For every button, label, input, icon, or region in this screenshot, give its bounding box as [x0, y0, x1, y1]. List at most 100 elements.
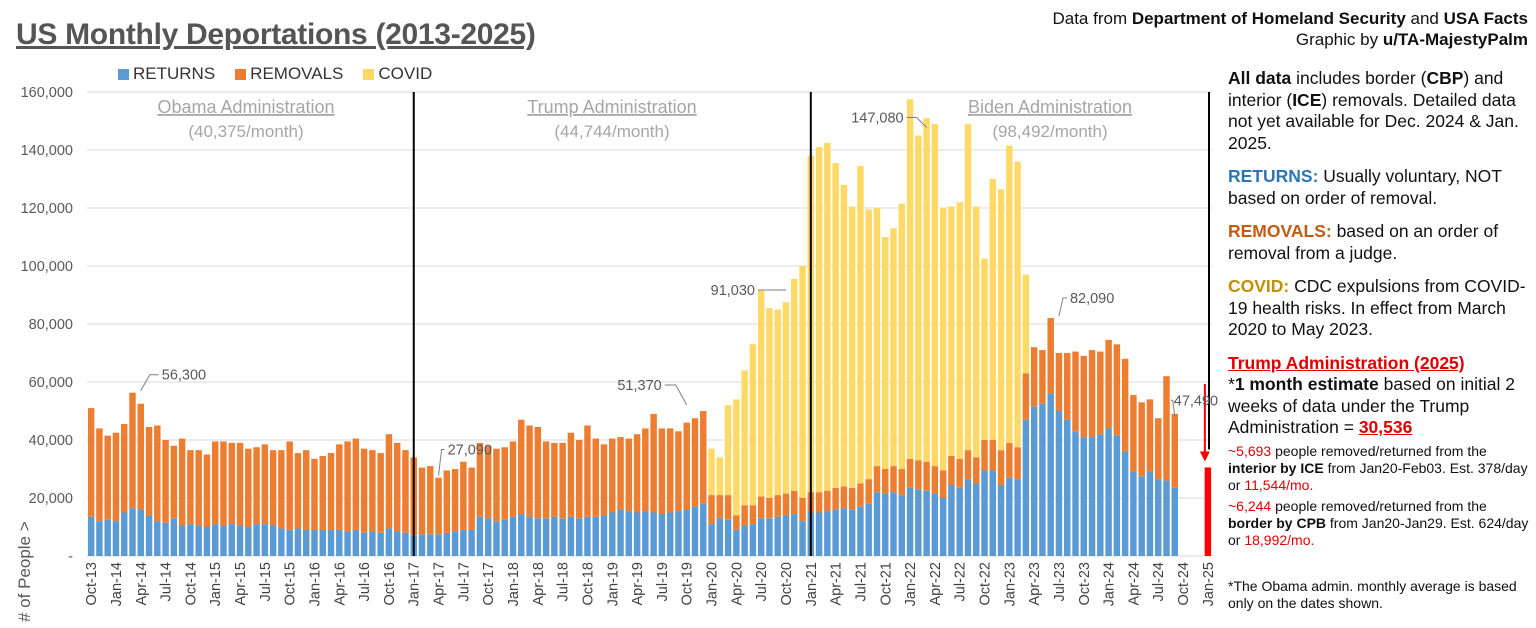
bar-removals	[460, 461, 467, 530]
annotation-label: 147,080	[851, 110, 903, 126]
bar-returns	[815, 512, 823, 556]
bar-removals	[286, 441, 293, 530]
bar-removals	[253, 447, 260, 525]
x-tick-label: Oct-24	[1176, 562, 1192, 606]
bar-returns	[551, 516, 558, 556]
bar-removals	[1105, 339, 1112, 429]
bar-removals	[96, 428, 103, 522]
bar-returns	[286, 529, 293, 556]
bar-covid	[741, 370, 748, 506]
bar-returns	[327, 529, 335, 556]
bar-removals	[87, 408, 95, 517]
y-tick-label: 20,000	[29, 491, 73, 507]
legend-label-returns: RETURNS	[133, 64, 216, 83]
bar-returns	[633, 512, 641, 556]
bar-removals	[336, 444, 343, 530]
bar-returns	[245, 527, 252, 556]
bar-returns	[352, 529, 360, 556]
bar-returns	[87, 516, 95, 556]
bar-removals	[1113, 344, 1121, 436]
bar-returns	[294, 528, 302, 556]
bar-returns	[1105, 428, 1112, 556]
bar-removals	[435, 477, 442, 535]
bar-covid	[964, 123, 972, 451]
bar-removals	[691, 418, 699, 507]
bar-removals	[393, 442, 401, 532]
bar-removals	[187, 450, 194, 525]
bar-returns	[575, 518, 583, 556]
bar-removals	[600, 444, 608, 516]
bar-removals	[575, 440, 583, 519]
bar-returns	[261, 524, 269, 556]
bar-covid	[716, 457, 724, 496]
bar-covid	[939, 208, 947, 471]
bar-covid	[865, 209, 872, 480]
bar-removals	[815, 492, 823, 513]
bar-returns	[956, 487, 963, 556]
bar-removals	[782, 493, 790, 516]
legend-label-removals: REMOVALS	[250, 64, 344, 83]
bar-returns	[1006, 477, 1013, 556]
bar-removals	[402, 450, 409, 533]
bar-returns	[708, 524, 715, 556]
trump-arrow-head	[1199, 451, 1210, 462]
bar-removals	[1138, 402, 1145, 477]
bar-returns	[1121, 451, 1129, 556]
bar-covid	[1022, 274, 1030, 374]
annotation-label: 51,370	[617, 378, 661, 394]
bar-removals	[145, 426, 153, 516]
bar-returns	[997, 484, 1005, 556]
bar-returns	[832, 509, 839, 556]
x-tick-label: Jul-14	[159, 562, 175, 602]
legend-swatch-returns	[118, 68, 129, 80]
bar-removals	[311, 458, 318, 530]
bar-removals	[1006, 442, 1013, 478]
bar-removals	[162, 440, 169, 523]
legend-swatch-covid	[363, 68, 375, 80]
annotation-label: 56,300	[162, 368, 206, 384]
y-tick-label: 160,000	[21, 85, 73, 101]
note-returns: RETURNS: Usually voluntary, NOT based on…	[1228, 166, 1502, 208]
bar-removals	[906, 458, 914, 488]
bar-removals	[369, 450, 376, 532]
bar-covid	[956, 202, 963, 459]
bar-returns	[104, 519, 111, 556]
legend-item-returns: RETURNS	[118, 64, 215, 84]
bar-returns	[559, 518, 566, 556]
y-tick-label: 140,000	[21, 143, 73, 159]
bar-removals	[443, 470, 451, 533]
bar-removals	[625, 438, 633, 512]
x-tick-label: Apr-23	[1027, 562, 1043, 606]
legend-swatch-removals	[235, 68, 247, 80]
bar-removals	[931, 466, 939, 494]
bar-removals	[733, 515, 740, 530]
bar-removals	[1080, 355, 1088, 438]
x-tick-label: Jul-15	[258, 562, 274, 602]
bar-returns	[600, 515, 608, 556]
bar-returns	[269, 525, 277, 556]
bar-removals	[129, 392, 136, 509]
legend-item-covid: COVID	[363, 64, 432, 84]
bar-removals	[898, 469, 906, 496]
bar-returns	[302, 529, 310, 556]
bar-removals	[716, 495, 724, 519]
annotation-leader	[664, 384, 688, 406]
admin-average: (44,744/month)	[554, 122, 669, 141]
bar-returns	[402, 532, 409, 556]
bar-covid	[989, 179, 997, 440]
bar-removals	[468, 467, 475, 530]
bar-returns	[1088, 437, 1096, 556]
bar-removals	[964, 450, 972, 480]
x-tick-label: Jan-15	[208, 562, 224, 606]
bar-returns	[939, 498, 947, 556]
x-tick-label: Apr-14	[134, 562, 150, 606]
bar-returns	[666, 512, 674, 556]
annotation-leader	[140, 374, 159, 391]
bar-removals	[1155, 418, 1162, 480]
x-tick-label: Oct-22	[978, 562, 994, 606]
bar-removals	[534, 426, 542, 519]
bar-returns	[1030, 406, 1038, 556]
bar-returns	[824, 511, 831, 556]
x-tick-label: Jul-22	[953, 562, 969, 602]
bar-removals	[989, 440, 997, 471]
